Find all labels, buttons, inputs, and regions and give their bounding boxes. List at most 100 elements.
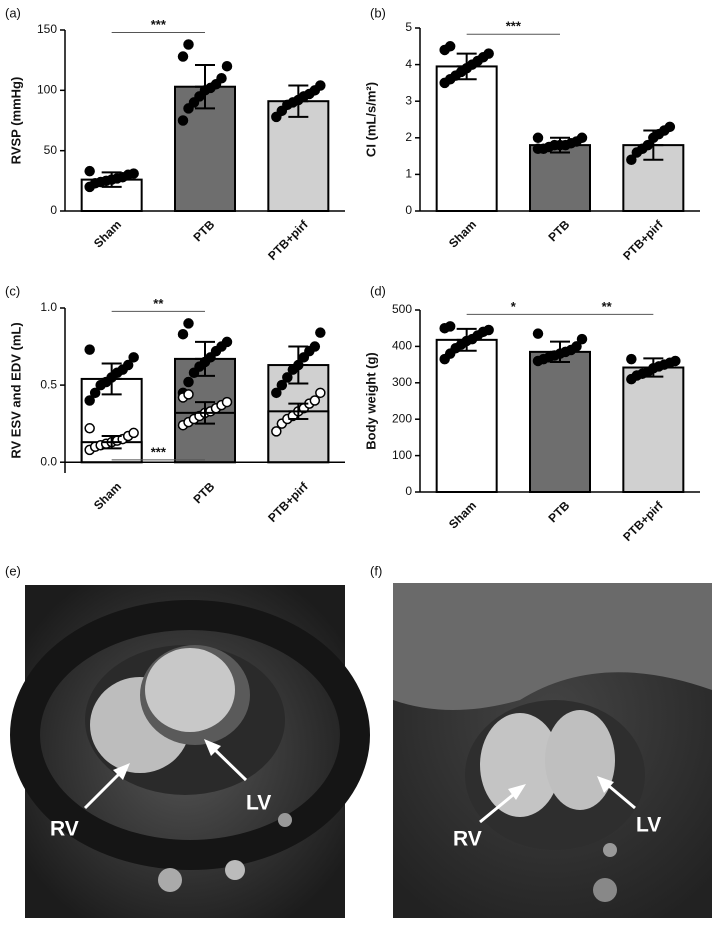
y-tick-label: 300 <box>392 375 412 389</box>
error-bar <box>195 401 215 425</box>
data-point <box>444 41 456 52</box>
data-point <box>84 395 95 406</box>
significance-label: ** <box>602 299 613 314</box>
y-tick-label: 3 <box>405 93 412 107</box>
y-axis-label: Body weight (g) <box>363 352 378 450</box>
mri-image-f <box>393 583 712 918</box>
x-tick-label: PTB+pirf <box>620 217 666 263</box>
data-point <box>183 39 194 50</box>
y-tick-label: 2 <box>405 130 412 144</box>
significance-label: ** <box>153 296 164 311</box>
y-tick-label: 0 <box>50 203 57 217</box>
x-tick-label: Sham <box>91 217 124 250</box>
data-point <box>309 341 321 352</box>
data-point <box>84 165 95 177</box>
x-tick-label: Sham <box>446 217 479 250</box>
y-tick-label: 4 <box>405 57 412 71</box>
data-point <box>271 426 282 437</box>
data-point <box>571 341 582 352</box>
data-point <box>276 379 288 391</box>
image-label: RV <box>453 828 482 851</box>
data-point <box>183 389 194 400</box>
x-tick-label: PTB+pirf <box>265 479 311 525</box>
data-point <box>576 132 588 144</box>
y-tick-label: 150 <box>37 22 57 36</box>
error-bar <box>288 345 309 385</box>
panel-label: (c) <box>5 283 20 298</box>
y-tick-label: 0.0 <box>40 454 57 468</box>
bar <box>435 65 498 213</box>
data-point <box>177 115 189 126</box>
data-point <box>664 121 676 133</box>
significance-label: *** <box>506 19 522 34</box>
data-point <box>128 352 139 363</box>
error-bar <box>288 84 309 118</box>
y-tick-label: 1 <box>405 167 412 181</box>
error-bar <box>550 136 570 154</box>
bar <box>435 338 498 493</box>
y-tick-label: 0.5 <box>40 377 57 391</box>
error-bar <box>101 362 122 396</box>
y-axis-label: RV ESV and EDV (mL) <box>8 322 23 458</box>
data-point <box>221 396 233 408</box>
error-bar <box>101 434 122 450</box>
bar <box>529 350 591 493</box>
significance-label: * <box>511 299 517 314</box>
data-point <box>576 333 588 345</box>
significance-label: *** <box>151 17 167 32</box>
panel-label: (f) <box>370 563 382 578</box>
image-label: LV <box>246 792 271 815</box>
y-tick-label: 0 <box>405 203 412 217</box>
y-tick-label: 50 <box>44 143 58 157</box>
y-axis-label: RVSP (mmHg) <box>8 77 23 165</box>
image-label: RV <box>50 818 79 841</box>
data-point <box>177 51 189 62</box>
x-tick-label: PTB <box>190 217 217 244</box>
data-point <box>532 132 544 144</box>
panel-label: (b) <box>370 5 386 20</box>
panel-label: (d) <box>370 283 386 298</box>
x-tick-label: PTB <box>545 217 572 244</box>
data-point <box>84 344 95 355</box>
y-tick-label: 500 <box>392 302 412 316</box>
y-tick-label: 0 <box>405 484 412 498</box>
bar <box>529 144 591 212</box>
data-point <box>315 327 326 338</box>
y-tick-label: 1.0 <box>40 300 57 314</box>
x-tick-label: PTB <box>190 479 217 506</box>
mri-image-e <box>10 585 370 918</box>
y-axis-label: CI (mL/s/m²) <box>363 82 378 157</box>
error-bar <box>288 402 309 421</box>
data-point <box>122 359 134 371</box>
data-point <box>626 353 637 365</box>
y-tick-label: 200 <box>392 411 412 425</box>
x-tick-label: PTB+pirf <box>620 498 666 544</box>
x-tick-label: Sham <box>446 498 479 531</box>
data-point <box>532 328 544 339</box>
error-bar <box>456 52 477 81</box>
data-point <box>89 387 101 399</box>
panel-label: (e) <box>5 563 21 578</box>
data-point <box>626 154 637 166</box>
data-point <box>183 376 194 388</box>
y-tick-label: 100 <box>392 448 412 462</box>
data-point <box>483 324 494 336</box>
error-bar <box>643 129 664 161</box>
data-point <box>221 336 233 348</box>
data-point <box>670 355 681 367</box>
panel-label: (a) <box>5 5 21 20</box>
error-bar <box>195 340 215 377</box>
data-point <box>271 387 282 399</box>
error-bar <box>643 357 664 378</box>
x-tick-label: PTB+pirf <box>265 217 311 263</box>
image-label: LV <box>636 814 661 837</box>
data-point <box>177 328 189 340</box>
data-point <box>444 321 456 332</box>
data-point <box>84 423 95 434</box>
data-point <box>128 427 139 439</box>
data-point <box>216 73 227 84</box>
data-point <box>315 80 326 91</box>
x-tick-label: PTB <box>545 498 572 525</box>
y-tick-label: 5 <box>405 20 412 34</box>
